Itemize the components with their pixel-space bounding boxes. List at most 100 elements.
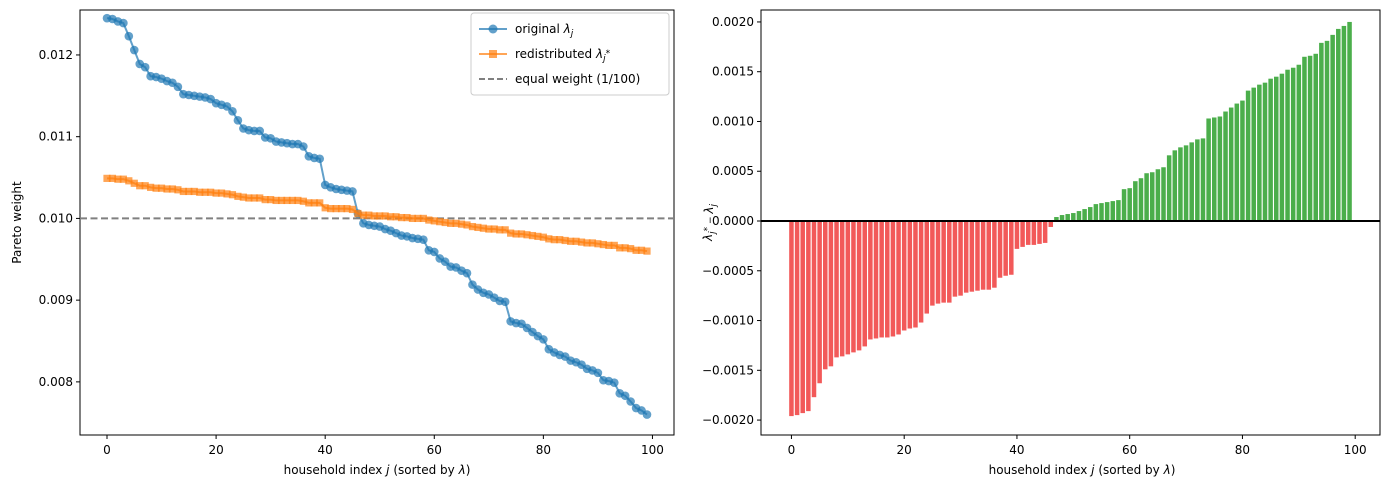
data-point <box>174 186 182 194</box>
data-point <box>315 154 325 164</box>
data-point <box>348 187 357 196</box>
data-point <box>141 182 149 190</box>
data-point <box>114 175 122 183</box>
bar <box>1178 147 1183 221</box>
bar <box>1065 214 1070 222</box>
data-point <box>173 82 183 92</box>
data-point <box>642 410 652 419</box>
bar <box>1234 103 1240 222</box>
bar <box>1251 87 1256 221</box>
data-point <box>212 189 220 197</box>
data-point <box>288 196 297 205</box>
data-point <box>130 179 138 187</box>
bar <box>1262 82 1268 222</box>
legend-entry-redistributed: redistributed λj* <box>479 47 611 64</box>
right-y-tick-label: 0.0000 <box>712 214 754 228</box>
left-x-ticks: 0 20 40 60 80 100 <box>103 435 664 457</box>
data-point <box>457 220 466 228</box>
bar <box>1183 145 1189 221</box>
data-point <box>332 205 340 213</box>
bar <box>1149 172 1155 222</box>
data-point <box>185 187 193 196</box>
legend: original λj redistributed λj* equal weig… <box>470 12 670 96</box>
left-x-tick-label: 60 <box>427 443 442 457</box>
right-y-ticks: −0.0020 −0.0015 −0.0010 −0.0005 0.0000 0.0005… <box>702 15 761 427</box>
data-point <box>507 229 515 237</box>
bar <box>1048 221 1054 227</box>
data-point <box>550 236 558 244</box>
bar <box>963 221 969 293</box>
bar <box>1296 64 1302 222</box>
left-series-group <box>102 13 652 419</box>
bar <box>969 221 975 292</box>
data-point <box>452 219 460 227</box>
bar <box>1037 221 1042 244</box>
data-point <box>370 212 378 220</box>
data-point <box>419 235 428 244</box>
bar <box>1042 221 1048 243</box>
data-point <box>397 213 406 222</box>
right-y-tick-label: 0.0020 <box>712 15 754 29</box>
data-point <box>620 391 630 401</box>
data-point <box>441 218 449 227</box>
data-point <box>381 212 389 220</box>
right-y-axis-label: λj* − λj <box>701 204 719 243</box>
data-point <box>299 197 307 205</box>
data-point <box>245 194 253 202</box>
data-point <box>140 62 150 72</box>
bar <box>975 221 980 291</box>
bar <box>1347 21 1352 221</box>
data-point <box>255 126 265 136</box>
bar <box>1217 116 1223 222</box>
data-point <box>168 185 177 193</box>
data-point <box>359 211 367 219</box>
data-point <box>485 225 493 233</box>
data-point <box>299 142 308 151</box>
data-point <box>376 212 384 220</box>
data-point <box>556 236 564 244</box>
right-y-tick-label: −0.0010 <box>702 314 754 328</box>
data-point <box>125 177 133 185</box>
data-point <box>588 239 597 247</box>
legend-entry-equal-weight: equal weight (1/100) <box>479 72 640 86</box>
bar <box>1274 76 1279 222</box>
data-point <box>207 188 215 196</box>
left-y-tick-label: 0.010 <box>39 211 73 225</box>
bar <box>789 221 794 417</box>
data-point <box>599 240 607 249</box>
right-y-tick-label: 0.0005 <box>712 164 754 178</box>
bar <box>1336 28 1341 222</box>
left-y-tick-label: 0.012 <box>39 48 73 62</box>
data-point <box>256 194 264 202</box>
right-bars-group <box>789 21 1352 417</box>
data-point <box>643 247 651 255</box>
bar <box>828 221 834 367</box>
bar <box>1155 169 1161 222</box>
data-point <box>610 241 618 249</box>
data-point <box>387 213 395 221</box>
bar <box>890 221 896 337</box>
bar <box>851 221 856 353</box>
data-point <box>316 199 324 207</box>
right-y-tick-label: −0.0005 <box>702 264 754 278</box>
data-point <box>436 218 444 226</box>
right-chart: 0 20 40 60 80 100 −0.0020 −0.0015 −0.0010 −0.000… <box>701 9 1381 477</box>
bar <box>1031 221 1037 245</box>
bar <box>1071 213 1076 221</box>
bar <box>856 221 862 351</box>
data-point <box>534 232 542 240</box>
data-point <box>228 191 237 199</box>
bar <box>1341 25 1347 222</box>
left-x-axis-label: household index j (sorted by λ) <box>284 463 471 477</box>
bar <box>952 221 958 297</box>
series-redistributed <box>103 174 651 255</box>
data-point <box>223 190 231 198</box>
bar <box>806 221 811 412</box>
data-point <box>119 18 128 28</box>
bar <box>1138 178 1144 222</box>
bar <box>1313 53 1318 221</box>
bar <box>941 221 946 303</box>
right-y-tick-label: 0.0015 <box>712 65 754 79</box>
bar <box>873 221 879 339</box>
